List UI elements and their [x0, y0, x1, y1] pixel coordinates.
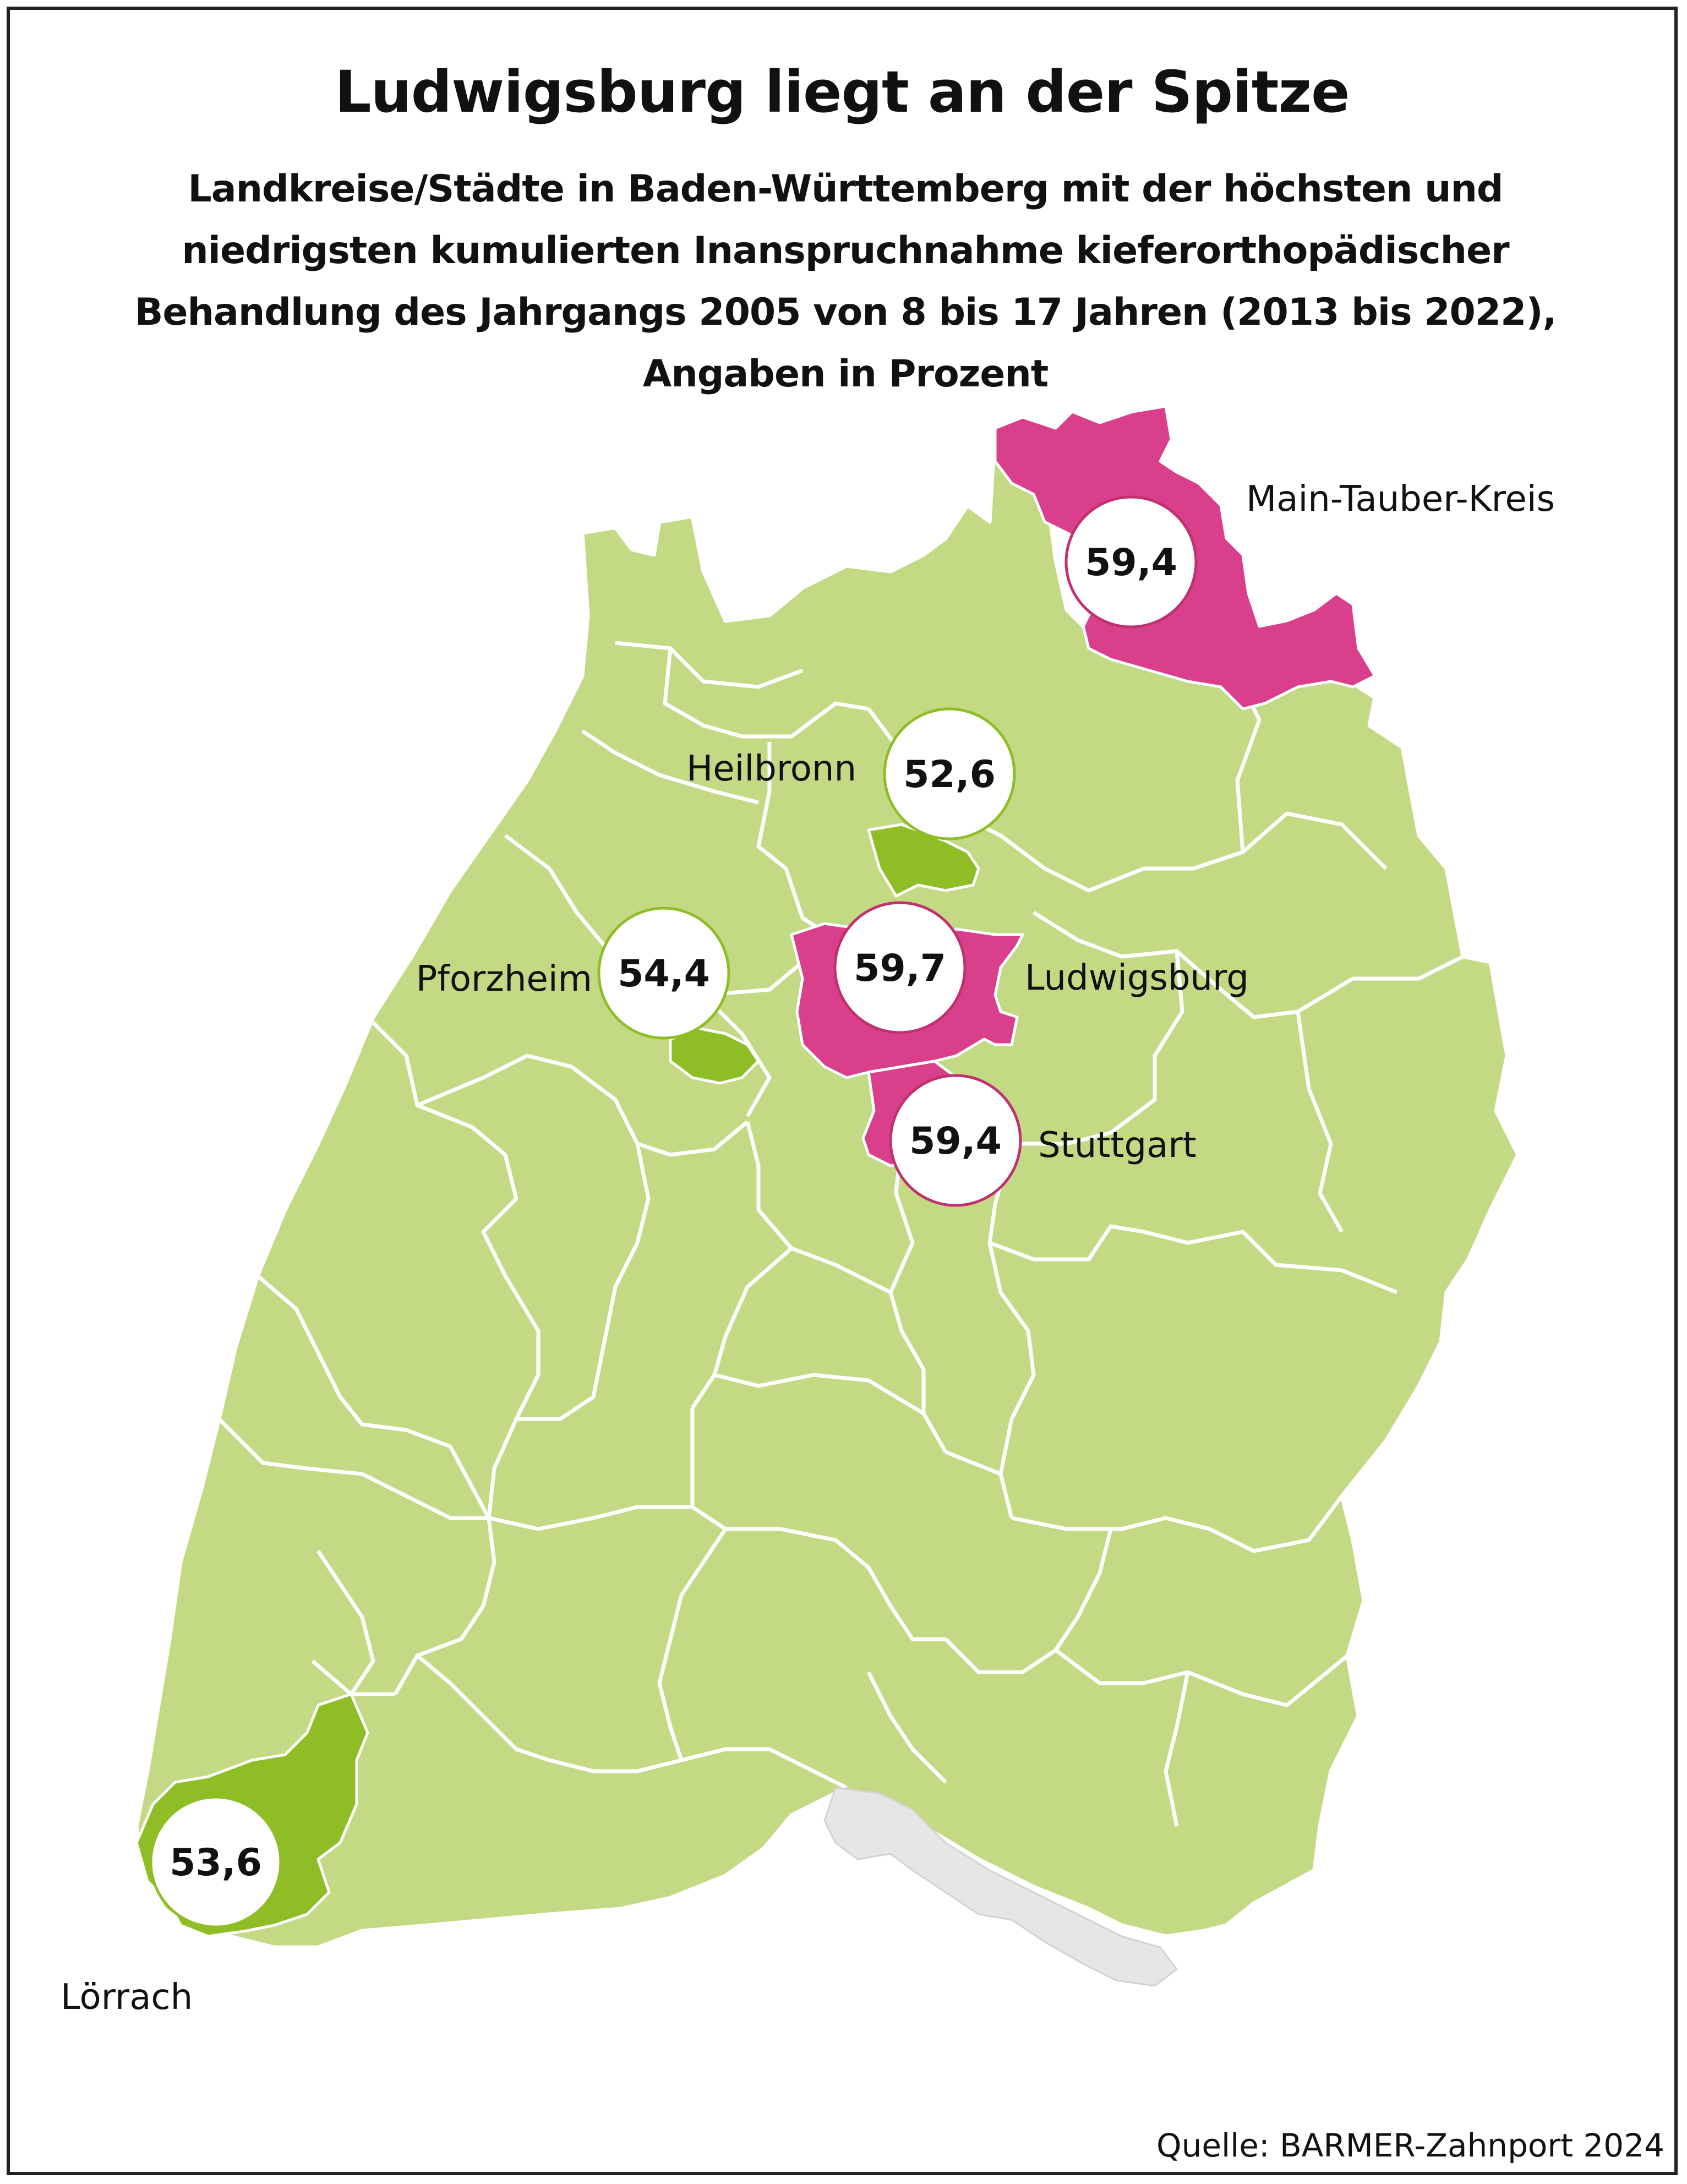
lake-constance	[823, 1787, 1178, 1987]
place-label: Stuttgart	[1038, 1125, 1197, 1166]
map-subtitle: Landkreise/Städte in Baden-Württemberg m…	[134, 167, 1557, 396]
place-label: Heilbronn	[686, 749, 856, 789]
value-bubble	[883, 707, 1016, 840]
place-label: Pforzheim	[416, 959, 592, 1000]
map-graphic: 59,4 52,6 54,4 59,7 59,4 53,6 Main-Taube…	[61, 405, 1555, 2018]
value-bubble	[149, 1795, 282, 1929]
value-label: 59,4	[1085, 541, 1177, 585]
map-title: Ludwigsburg liegt an der Spitze	[335, 58, 1350, 125]
value-label: 59,4	[909, 1120, 1002, 1163]
value-bubble	[597, 907, 730, 1040]
value-label: 52,6	[903, 753, 996, 796]
value-label: 54,4	[618, 952, 710, 996]
value-label: 59,7	[854, 947, 946, 990]
source-note: Quelle: BARMER-Zahnport 2024	[1154, 2127, 1667, 2164]
value-bubble	[1064, 495, 1198, 629]
map-frame: Ludwigsburg liegt an der Spitze Landkrei…	[7, 7, 1678, 2175]
district-borders	[217, 641, 1464, 1827]
place-label: Ludwigsburg	[1025, 958, 1249, 998]
pforzheim-shape	[669, 1027, 760, 1085]
place-label: Lörrach	[61, 1977, 193, 2018]
value-bubble	[833, 901, 967, 1034]
place-label: Main-Tauber-Kreis	[1246, 479, 1555, 520]
value-label: 53,6	[170, 1841, 262, 1885]
value-bubble	[889, 1074, 1022, 1207]
